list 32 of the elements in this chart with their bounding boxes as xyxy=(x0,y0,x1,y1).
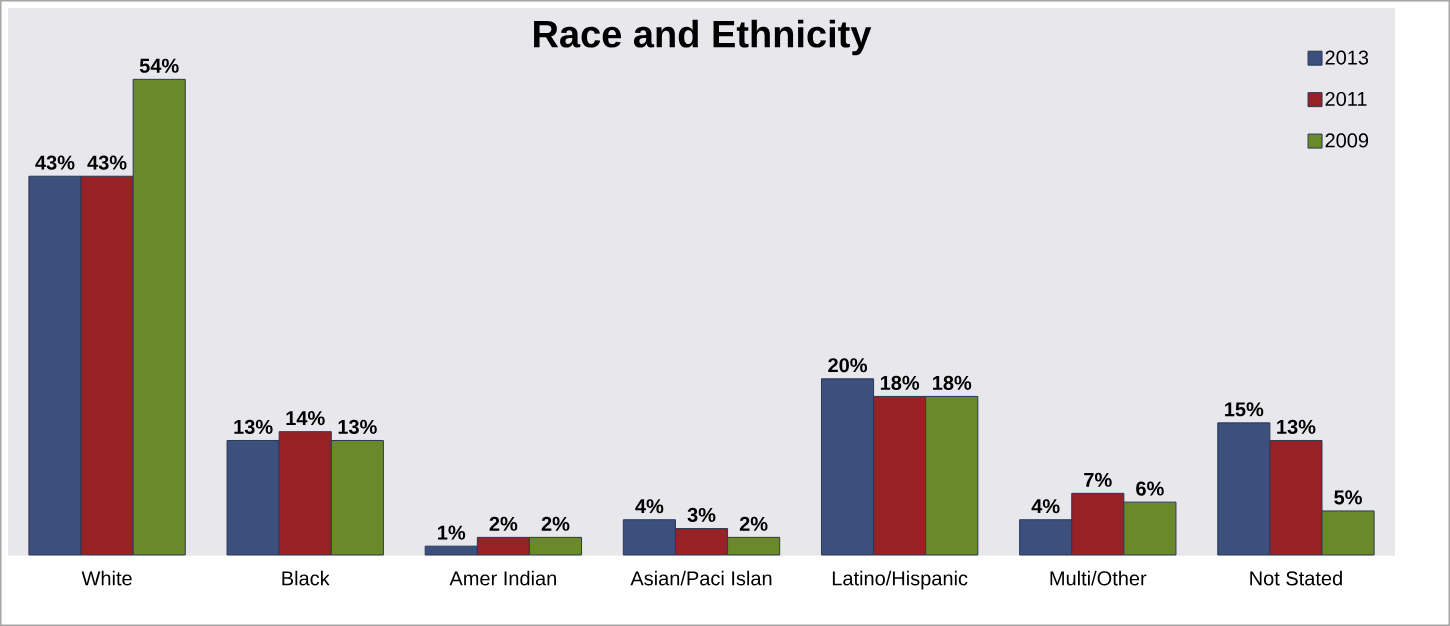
x-tick-label: Black xyxy=(282,570,330,586)
chart-title: Race and Ethnicity xyxy=(534,19,872,56)
legend-label: 2009 xyxy=(1325,133,1369,148)
data-label: 2% xyxy=(739,516,768,531)
data-label: 4% xyxy=(1031,499,1060,514)
data-label: 15% xyxy=(1225,402,1264,417)
x-tick-label: Multi/Other xyxy=(1050,570,1147,586)
x-tick-label: Not Stated xyxy=(1250,570,1342,586)
data-label: 18% xyxy=(880,375,920,390)
data-label: 3% xyxy=(687,507,716,523)
data-label: 13% xyxy=(338,419,377,434)
data-label: 7% xyxy=(1084,472,1112,487)
data-label: 20% xyxy=(828,358,868,373)
data-label: 4% xyxy=(635,499,664,514)
x-tick-label: Latino/Hispanic xyxy=(832,570,968,590)
data-label: 43% xyxy=(87,155,127,170)
data-label: 43% xyxy=(35,155,75,170)
data-label: 5% xyxy=(1334,490,1362,505)
data-label: 1% xyxy=(438,525,466,540)
x-tick-label: White xyxy=(81,570,132,586)
legend-label: 2011 xyxy=(1325,91,1367,107)
data-label: 2% xyxy=(489,516,518,531)
legend-label: 2013 xyxy=(1325,50,1369,65)
data-label: 54% xyxy=(139,58,179,73)
x-tick-label: Asian/Paci Islan xyxy=(630,570,772,586)
data-label: 18% xyxy=(933,375,972,390)
data-label: 14% xyxy=(286,411,325,426)
data-label: 6% xyxy=(1136,481,1164,496)
x-tick-label: Amer Indian xyxy=(449,570,556,586)
data-label: 13% xyxy=(234,419,273,434)
data-label: 2% xyxy=(541,516,570,531)
data-label: 13% xyxy=(1277,419,1316,434)
